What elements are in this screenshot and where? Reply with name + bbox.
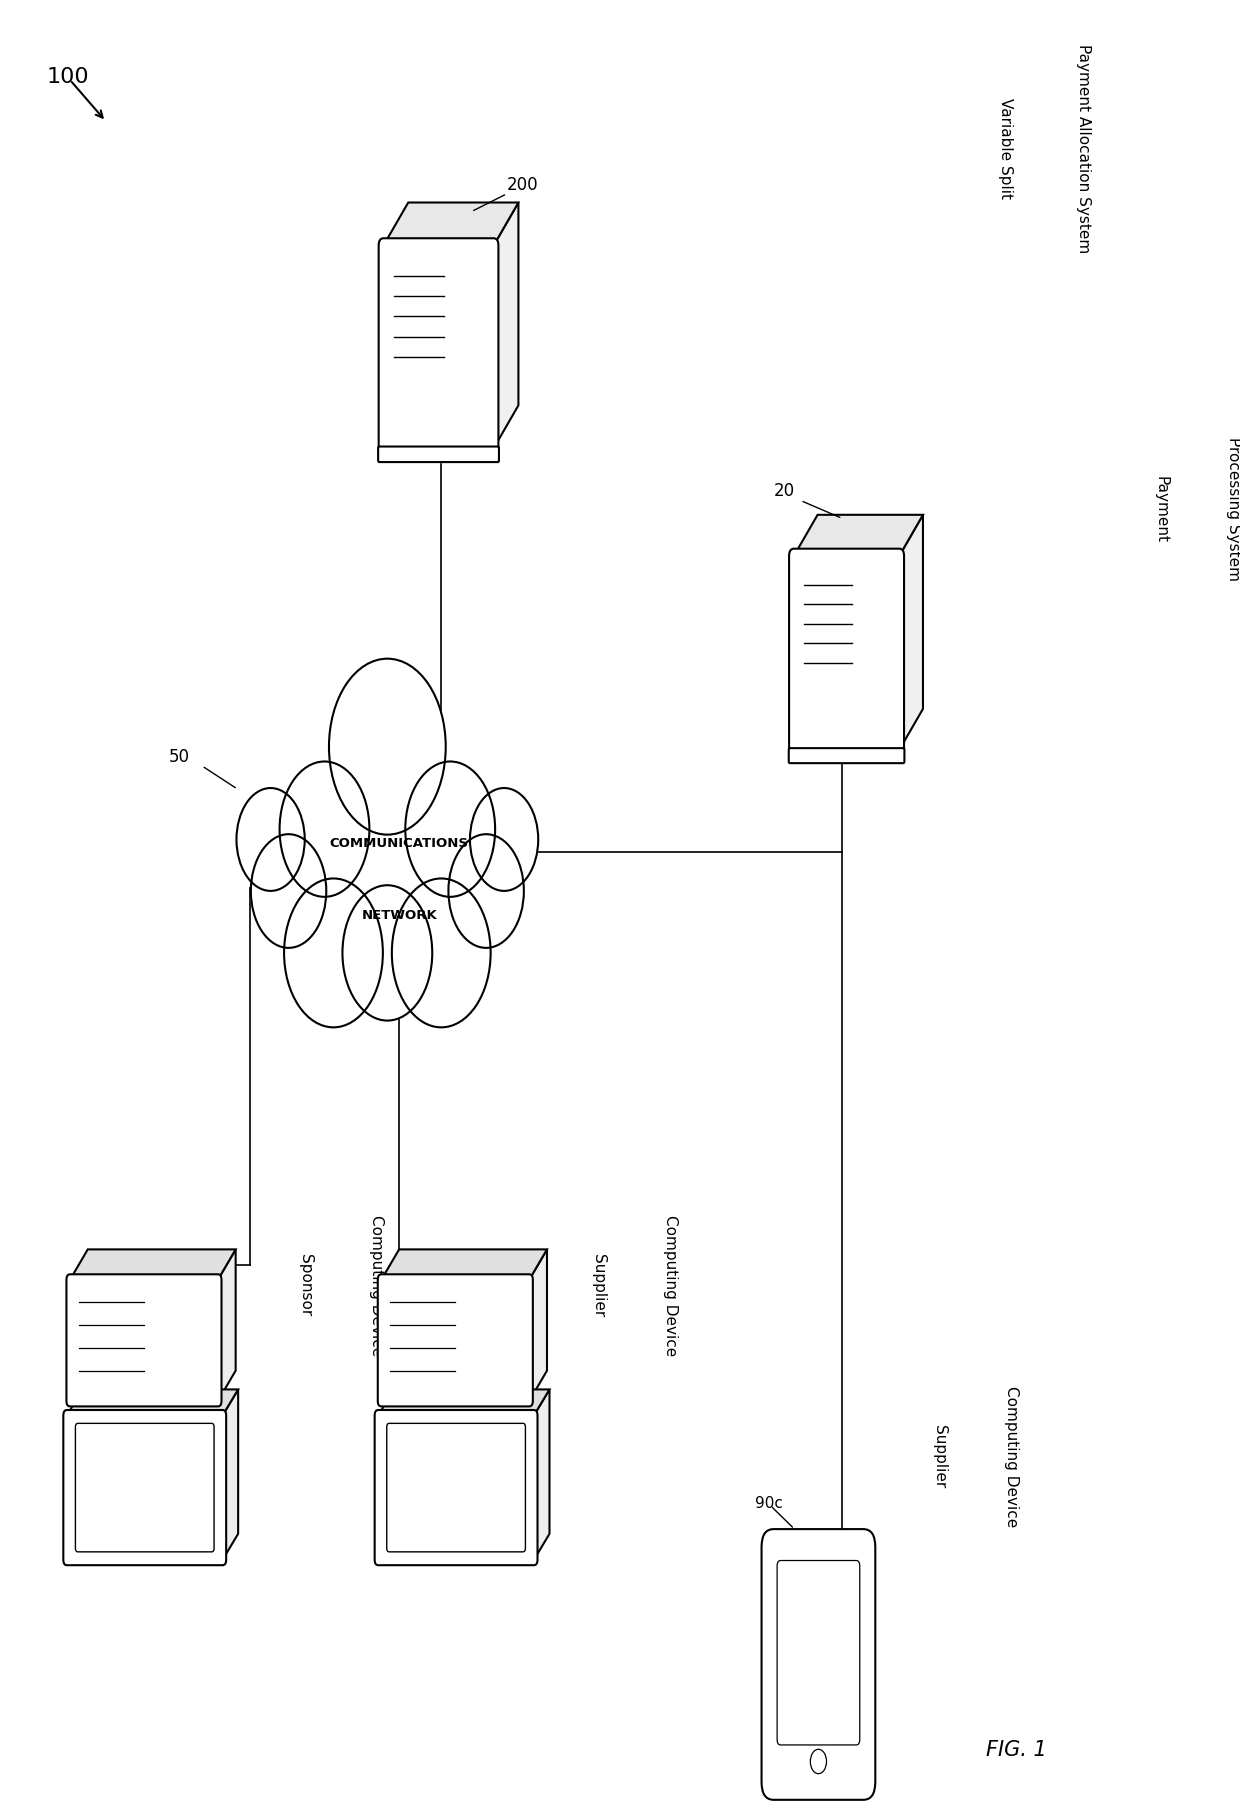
- Polygon shape: [378, 1389, 549, 1416]
- FancyBboxPatch shape: [76, 1423, 215, 1552]
- Polygon shape: [899, 515, 923, 751]
- Circle shape: [405, 761, 495, 897]
- Polygon shape: [67, 1389, 238, 1416]
- FancyBboxPatch shape: [387, 1423, 526, 1552]
- Circle shape: [279, 761, 370, 897]
- Polygon shape: [494, 203, 518, 448]
- FancyBboxPatch shape: [378, 1275, 533, 1407]
- Polygon shape: [383, 203, 518, 245]
- Text: 50: 50: [169, 747, 190, 765]
- Text: 100: 100: [46, 67, 89, 87]
- FancyBboxPatch shape: [777, 1561, 859, 1744]
- Polygon shape: [794, 515, 923, 557]
- Text: NETWORK: NETWORK: [361, 908, 438, 923]
- Circle shape: [284, 879, 383, 1028]
- Circle shape: [250, 834, 326, 948]
- FancyBboxPatch shape: [789, 549, 904, 758]
- FancyBboxPatch shape: [789, 749, 904, 763]
- Text: Computing Device: Computing Device: [370, 1215, 384, 1356]
- Text: 20: 20: [774, 482, 795, 500]
- Text: 200: 200: [507, 176, 538, 194]
- Circle shape: [237, 789, 305, 890]
- Polygon shape: [218, 1249, 236, 1401]
- Text: COMMUNICATIONS: COMMUNICATIONS: [330, 838, 469, 850]
- Text: Computing Device: Computing Device: [662, 1215, 678, 1356]
- FancyBboxPatch shape: [67, 1275, 222, 1407]
- Text: FIG. 1: FIG. 1: [986, 1740, 1047, 1760]
- Polygon shape: [529, 1249, 547, 1401]
- Polygon shape: [223, 1389, 238, 1559]
- Circle shape: [449, 834, 523, 948]
- Text: Payment: Payment: [1153, 477, 1169, 542]
- Polygon shape: [382, 1249, 547, 1280]
- Polygon shape: [69, 1249, 236, 1280]
- Text: Payment Allocation System: Payment Allocation System: [1076, 44, 1091, 254]
- FancyBboxPatch shape: [374, 1411, 537, 1565]
- Text: Supplier: Supplier: [932, 1425, 947, 1488]
- Text: Processing System: Processing System: [1225, 437, 1240, 582]
- FancyBboxPatch shape: [378, 238, 498, 455]
- Text: Sponsor: Sponsor: [298, 1255, 312, 1316]
- Circle shape: [470, 789, 538, 890]
- FancyBboxPatch shape: [378, 446, 498, 462]
- Polygon shape: [534, 1389, 549, 1559]
- FancyBboxPatch shape: [63, 1411, 226, 1565]
- Text: Computing Device: Computing Device: [1004, 1387, 1019, 1528]
- Circle shape: [342, 885, 433, 1021]
- Text: Variable Split: Variable Split: [998, 98, 1013, 199]
- Text: 90c: 90c: [755, 1496, 782, 1510]
- Text: 90a: 90a: [172, 1316, 201, 1331]
- Circle shape: [392, 879, 491, 1028]
- Circle shape: [329, 658, 445, 834]
- Text: 90b: 90b: [484, 1316, 512, 1331]
- Text: Supplier: Supplier: [591, 1255, 606, 1316]
- FancyBboxPatch shape: [761, 1528, 875, 1800]
